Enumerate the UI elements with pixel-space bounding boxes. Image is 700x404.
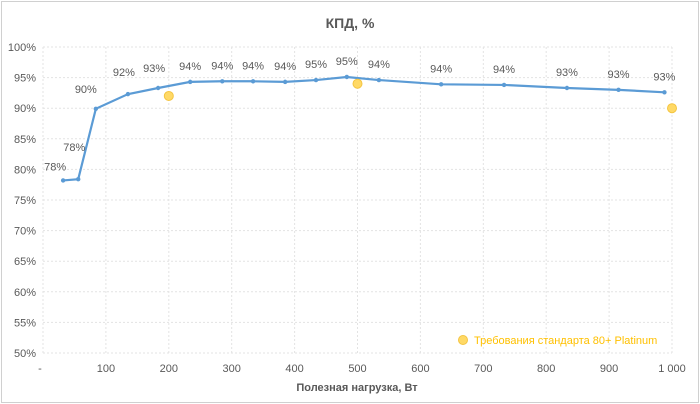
data-label: 93% xyxy=(653,71,675,83)
y-axis-ticks: 50% 55% 60% 65% 70% 75% 80% 85% 90% 95% 100% xyxy=(8,42,36,360)
efficiency-point xyxy=(344,74,350,80)
efficiency-point xyxy=(250,79,256,84)
data-label: 78% xyxy=(63,142,85,154)
efficiency-point xyxy=(501,82,507,88)
x-tick-label: 900 xyxy=(600,363,618,375)
data-label: 95% xyxy=(305,59,327,71)
efficiency-point xyxy=(282,79,288,85)
data-label: 93% xyxy=(143,63,165,75)
x-tick-label: - xyxy=(38,363,42,375)
y-tick-label: 70% xyxy=(14,226,36,238)
efficiency-point xyxy=(187,79,193,85)
data-label: 94% xyxy=(211,60,233,72)
x-axis-title: Полезная нагрузка, Вт xyxy=(296,382,418,394)
x-tick-label: 600 xyxy=(411,363,429,375)
grid xyxy=(42,46,673,354)
x-tick-label: 200 xyxy=(160,363,178,375)
data-label: 94% xyxy=(274,61,296,73)
x-tick-label: 400 xyxy=(285,363,303,375)
efficiency-line xyxy=(63,75,665,182)
data-label: 90% xyxy=(75,84,97,96)
x-tick-label: 100 xyxy=(97,363,115,375)
efficiency-point xyxy=(616,87,621,93)
x-axis-ticks: - 100 200 300 400 500 600 700 800 900 1 000 xyxy=(38,363,686,375)
data-label: 92% xyxy=(113,67,135,79)
efficiency-point xyxy=(155,85,161,91)
y-tick-label: 50% xyxy=(14,348,36,360)
platinum-requirement-point xyxy=(352,78,363,89)
x-tick-label: 800 xyxy=(537,363,555,375)
efficiency-point xyxy=(376,77,382,83)
legend-label-platinum: Требования стандарта 80+ Platinum xyxy=(474,335,657,347)
y-tick-label: 75% xyxy=(14,195,36,207)
efficiency-point xyxy=(564,85,570,91)
data-label: 94% xyxy=(430,63,452,75)
y-tick-label: 90% xyxy=(14,103,36,115)
efficiency-point xyxy=(60,178,66,183)
platinum-requirement-point xyxy=(163,90,174,101)
data-label: 94% xyxy=(242,60,264,72)
y-tick-label: 80% xyxy=(14,164,36,176)
data-label: 95% xyxy=(336,56,358,68)
y-tick-label: 65% xyxy=(14,256,36,268)
efficiency-point xyxy=(662,90,667,95)
data-label: 78% xyxy=(44,161,66,173)
data-label: 94% xyxy=(493,64,515,76)
legend: Требования стандарта 80+ Platinum xyxy=(458,335,657,347)
efficiency-point xyxy=(313,77,319,83)
x-tick-label: 500 xyxy=(348,363,366,375)
chart-title: КПД, % xyxy=(326,15,375,31)
data-label: 94% xyxy=(368,59,390,71)
y-tick-label: 60% xyxy=(14,287,36,299)
efficiency-point xyxy=(220,79,225,84)
efficiency-point xyxy=(76,176,81,182)
x-tick-label: 1 000 xyxy=(658,363,686,375)
data-label: 93% xyxy=(556,67,578,79)
efficiency-point xyxy=(93,106,99,112)
platinum-requirement-point xyxy=(667,103,677,114)
legend-marker-platinum xyxy=(458,335,468,345)
x-tick-label: 300 xyxy=(223,363,241,375)
y-tick-label: 100% xyxy=(8,42,36,54)
efficiency-point xyxy=(438,82,444,87)
x-tick-label: 700 xyxy=(474,363,492,375)
efficiency-point xyxy=(125,91,131,97)
series-layer: 78% 78% 90% 92% 93% 94% 94% 94% 94% 95% 95% 94% 94% 9… xyxy=(44,56,677,183)
y-tick-label: 85% xyxy=(14,134,36,146)
data-label: 93% xyxy=(608,69,630,81)
y-tick-label: 95% xyxy=(14,73,36,85)
data-label: 94% xyxy=(179,61,201,73)
y-tick-label: 55% xyxy=(14,317,36,329)
